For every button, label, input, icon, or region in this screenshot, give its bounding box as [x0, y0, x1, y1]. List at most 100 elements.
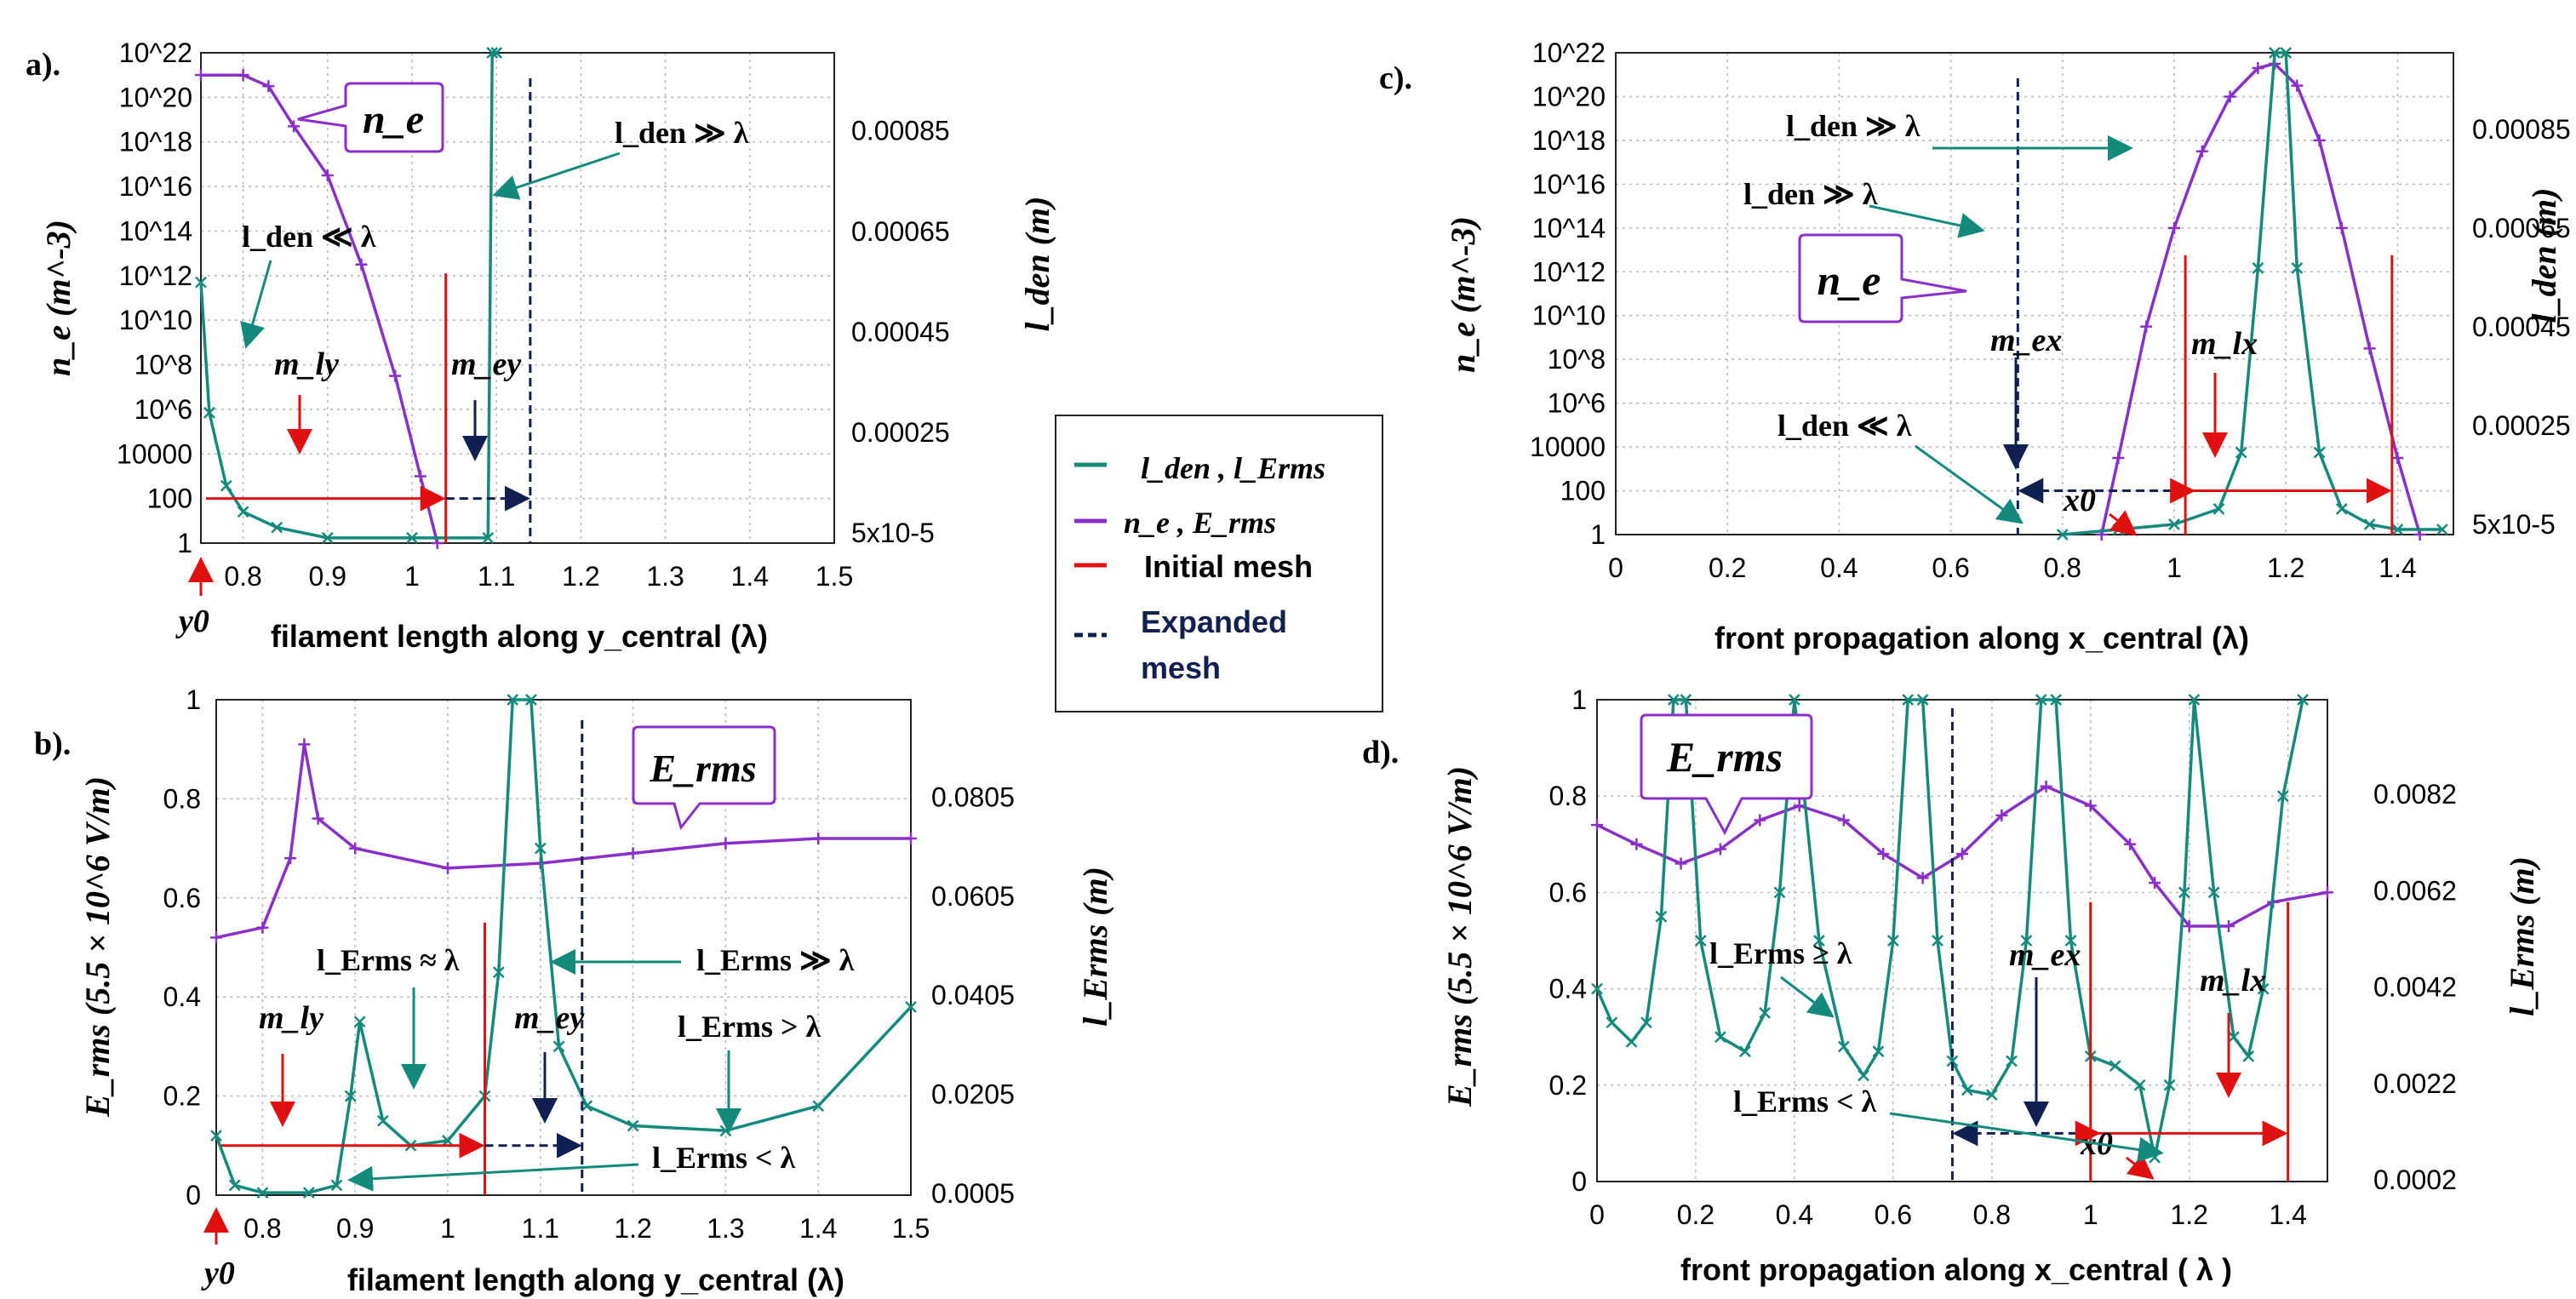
x-tick-label: 0.9	[336, 1213, 374, 1244]
data-point-x	[1985, 1089, 1998, 1102]
data-point-plus	[1674, 857, 1687, 870]
y-left-tick-label: 1	[1590, 519, 1606, 550]
y-left-tick-label: 10^12	[119, 260, 192, 291]
data-point-plus	[2040, 780, 2052, 793]
panel-d-lerms-less: l_Erms < λ	[1733, 1084, 1877, 1119]
legend-box	[1055, 415, 1383, 712]
x-tick-label: 1.5	[892, 1213, 930, 1244]
panel-c-frame	[1615, 52, 2454, 535]
x-tick-label: 0.6	[1932, 552, 1969, 583]
x-tick-label: 1.5	[816, 561, 853, 592]
data-point-x	[905, 1000, 917, 1013]
panel-a-lden-much-less-arrow	[240, 260, 272, 349]
y-left-tick-label: 0	[186, 1180, 201, 1210]
y-left-tick-label: 10^18	[119, 127, 192, 157]
panel-c-origin-arrow	[2109, 510, 2138, 536]
x-tick-label: 1	[404, 561, 420, 592]
data-point-x	[2163, 1079, 2176, 1091]
legend-label-ne-erms: n_e , E_rms	[1124, 506, 1276, 540]
data-point-x	[1606, 1016, 1618, 1029]
x-tick-label: 1.4	[2379, 552, 2416, 583]
data-point-x	[2006, 1055, 2018, 1067]
data-point-x	[2020, 935, 2033, 947]
x-tick-label: 0	[1608, 552, 1623, 583]
y-right-tick-label: 0.00085	[2472, 114, 2571, 145]
x-tick-label: 1.3	[646, 561, 684, 592]
y-right-tick-label: 5x10-5	[2472, 509, 2556, 540]
data-point-plus	[2149, 877, 2161, 890]
data-point-x	[1625, 1035, 1638, 1048]
y-left-tick-label: 0.2	[163, 1081, 201, 1112]
data-point-x	[2133, 1079, 2146, 1091]
x-tick-label: 1	[2167, 552, 2182, 583]
data-point-x	[2269, 47, 2281, 59]
data-point-x	[1872, 1045, 1885, 1058]
x-tick-label: 0.4	[1820, 552, 1858, 583]
y-left-tick-label: 10^6	[135, 394, 192, 425]
data-point-x	[2313, 446, 2326, 459]
panel-a-ne-callout-text: n_e	[363, 97, 424, 142]
data-point-x	[1858, 1069, 1869, 1082]
data-point-x	[482, 531, 495, 544]
data-point-plus	[414, 470, 426, 483]
data-point-plus	[1916, 872, 1929, 884]
panel-d-frame	[1596, 699, 2328, 1182]
x-tick-label: 1.2	[614, 1213, 651, 1244]
data-point-x	[2056, 529, 2069, 541]
panel-d-mex-label: m_ex	[2009, 937, 2081, 973]
y-left-tick-label: 0	[1571, 1166, 1587, 1197]
panel-c-mex-label: m_ex	[1990, 323, 2062, 358]
data-point-x	[271, 521, 283, 534]
data-point-plus	[2321, 886, 2333, 899]
y-left-tick-label: 10^10	[1532, 300, 1606, 331]
legend: l_den , l_Erms n_e , E_rms Initial mesh …	[1055, 415, 1383, 712]
y-right-tick-label: 0.0205	[931, 1079, 1015, 1110]
data-point-plus	[1793, 799, 1806, 812]
data-point-x	[2257, 982, 2270, 995]
data-point-x	[1916, 694, 1929, 706]
panel-a-mey-label: m_ey	[451, 346, 521, 382]
data-point-x	[210, 1130, 222, 1142]
data-point-plus	[349, 842, 362, 855]
data-point-x	[534, 842, 547, 855]
y-right-tick-label: 0.00045	[2472, 312, 2571, 342]
panel-d-lerms-ge: l_Erms ≥ λ	[1709, 936, 1852, 970]
panel-a-lden-much-greater: l_den ≫ λ	[615, 116, 749, 150]
data-point-x	[406, 531, 418, 544]
y-right-tick-label: 0.00045	[851, 317, 950, 347]
data-point-plus	[2224, 90, 2236, 103]
x-tick-label: 1.1	[478, 561, 515, 592]
data-point-plus	[2084, 799, 2097, 812]
y-left-tick-label: 0.4	[163, 981, 201, 1012]
data-point-plus	[262, 80, 275, 93]
data-point-plus	[2313, 134, 2326, 146]
panel-c-ylabel-right: l_den (m)	[2525, 188, 2563, 323]
y-right-tick-label: 0.00025	[2472, 410, 2571, 441]
panel-c-ne-callout-text: n_e	[1818, 256, 1881, 304]
data-point-plus	[905, 832, 917, 844]
data-point-plus	[389, 369, 402, 382]
data-point-x	[2212, 503, 2225, 515]
data-point-x	[2168, 518, 2180, 530]
data-point-plus	[2335, 221, 2348, 234]
x-tick-label: 1	[440, 1213, 455, 1244]
legend-expanded-mesh-box: Expanded mesh	[1141, 604, 1287, 685]
series-line-ne	[2099, 62, 2422, 535]
data-point-plus	[355, 258, 368, 271]
y-left-tick-label: 10^14	[1532, 213, 1606, 243]
data-point-x	[812, 1100, 825, 1113]
panel-a-ne-callout: n_e	[297, 82, 444, 153]
y-left-tick-label: 10000	[1530, 432, 1606, 462]
panel-a-ylabel-left: n_e (m^-3)	[39, 220, 77, 376]
data-point-x	[486, 47, 499, 59]
data-point-plus	[210, 931, 222, 944]
panel-b-erms-callout: E_rms	[632, 725, 776, 831]
data-point-plus	[1877, 848, 1890, 861]
data-point-x	[1739, 1045, 1751, 1058]
y-left-tick-label: 100	[147, 484, 192, 514]
data-point-plus	[1995, 809, 2008, 821]
panel-d-erms-callout: E_rms	[1640, 713, 1813, 836]
panel-c-mlx-label: m_lx	[2191, 326, 2258, 362]
data-point-x	[627, 1119, 639, 1132]
y-left-tick-label: 1	[1571, 684, 1587, 715]
